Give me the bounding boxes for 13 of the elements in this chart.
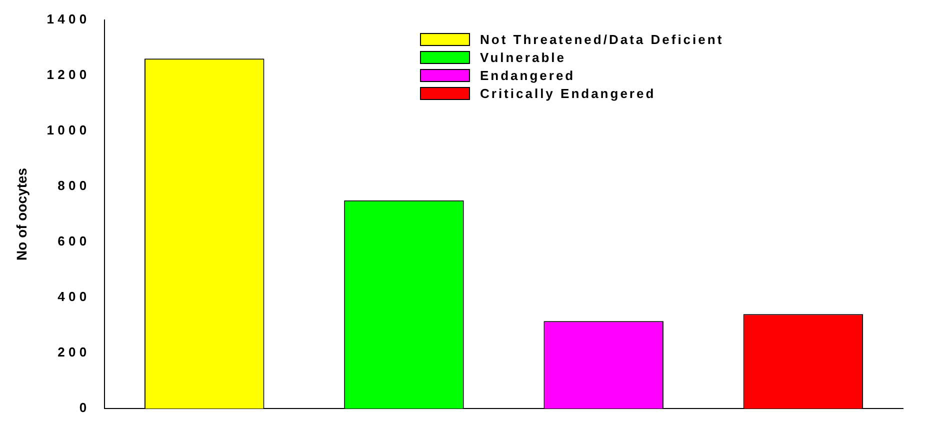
legend-label: Critically Endangered	[480, 86, 656, 100]
legend-label: Endangered	[480, 68, 576, 82]
y-tick-label: 1 4 0 0	[46, 11, 87, 26]
legend-label: Not Threatened/Data Deficient	[480, 32, 724, 46]
y-axis-title: No of oocytes	[13, 168, 30, 260]
legend-label: Vulnerable	[480, 50, 566, 64]
y-tick-label: 1 2 0 0	[46, 66, 87, 82]
y-tick-label: 4 0 0	[58, 289, 87, 304]
y-tick-label: 8 0 0	[58, 178, 87, 194]
y-tick-label: 0	[79, 400, 87, 416]
y-tick-label: 1 0 0 0	[46, 122, 87, 138]
y-tick-label: 6 0 0	[58, 234, 87, 249]
y-tick-label: 2 0 0	[58, 344, 87, 360]
